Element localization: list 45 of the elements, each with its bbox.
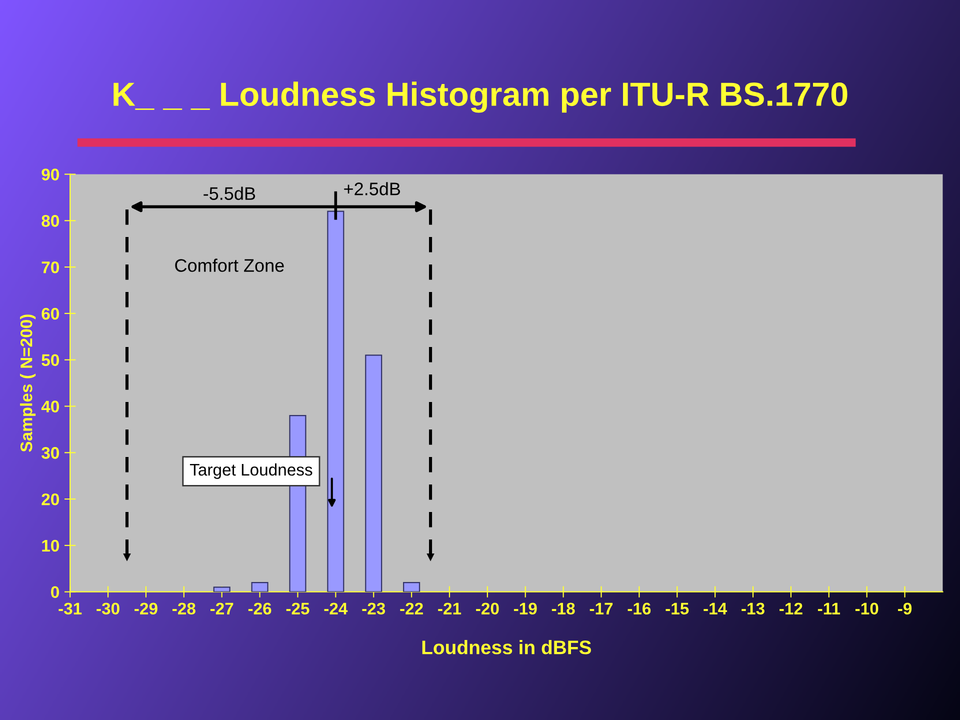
- x-tick-label: -14: [704, 602, 728, 614]
- x-tick-label: -10: [855, 602, 878, 614]
- annotation: Comfort Zone: [175, 258, 284, 272]
- y-tick-label: 20: [42, 493, 59, 506]
- x-tick-label: -24: [324, 602, 348, 614]
- bar: [365, 354, 382, 592]
- y-tick-label: 90: [42, 168, 59, 180]
- bar: [213, 586, 230, 592]
- y-axis-title: Samples ( N=200): [20, 314, 36, 452]
- x-tick-label: -23: [362, 602, 386, 615]
- x-tick-label: -19: [514, 602, 537, 614]
- x-tick-label: -17: [590, 602, 613, 614]
- x-tick-label: -15: [666, 602, 689, 614]
- y-tick-label: 70: [42, 261, 59, 274]
- y-tick-label: 60: [42, 308, 59, 320]
- y-tick-label: 0: [51, 586, 59, 598]
- x-tick-label: -13: [742, 602, 764, 615]
- annotation: -5.5dB: [204, 186, 256, 200]
- x-tick-label: -27: [210, 602, 234, 614]
- x-tick-label: -22: [400, 602, 423, 614]
- x-tick-label: -25: [286, 602, 310, 614]
- bar: [327, 210, 344, 592]
- annotation: Target Loudness: [190, 463, 312, 479]
- y-tick-label: 50: [42, 354, 59, 366]
- x-tick-label: -21: [438, 602, 462, 614]
- x-tick-label: -20: [476, 602, 499, 614]
- x-tick-label: -18: [552, 602, 575, 614]
- y-tick-label: 80: [42, 215, 59, 227]
- y-tick-label: 40: [41, 400, 59, 412]
- x-tick-label: -16: [628, 602, 651, 614]
- x-tick-label: -26: [248, 602, 272, 614]
- x-axis-title: Loudness in dBFS: [422, 640, 591, 654]
- bar: [251, 582, 268, 592]
- y-tick-label: 30: [42, 447, 59, 459]
- x-tick-label: -9: [898, 602, 912, 614]
- x-tick-label: -11: [818, 602, 840, 614]
- x-tick-label: -29: [134, 602, 158, 614]
- x-tick-label: -31: [58, 602, 82, 615]
- annotation: +2.5dB: [344, 182, 400, 196]
- chart-title: K_ _ _ Loudness Histogram per ITU-R BS.1770: [114, 82, 848, 113]
- x-tick-label: -12: [780, 602, 802, 614]
- x-tick-label: -28: [172, 602, 196, 614]
- bar: [403, 582, 420, 592]
- x-tick-label: -30: [96, 602, 120, 615]
- y-tick-label: 10: [42, 540, 59, 552]
